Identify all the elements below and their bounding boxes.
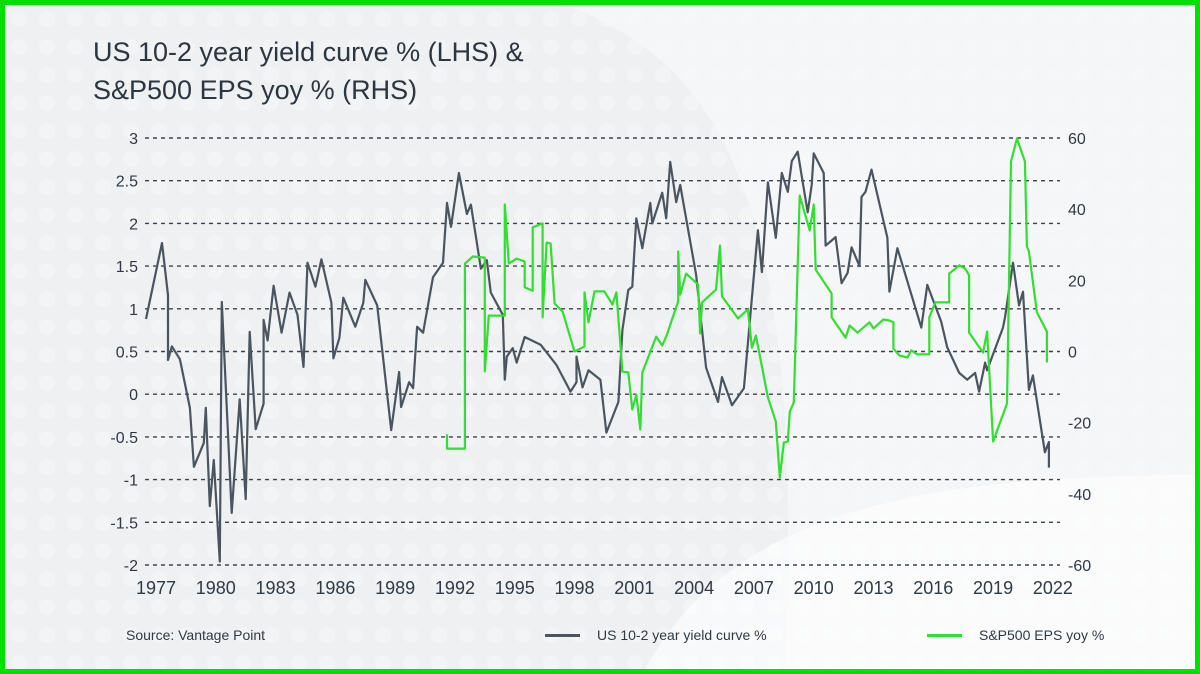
x-tick: 1998 [555,578,595,598]
x-tick: 2016 [913,578,953,598]
x-tick: 1989 [375,578,415,598]
y-tick-right: -40 [1068,487,1091,504]
x-tick: 2001 [614,578,654,598]
x-tick: 1992 [435,578,475,598]
y-tick-right: -20 [1068,416,1091,433]
y-tick-left: -0.5 [110,430,138,447]
chart-title-line-2: S&P500 EPS yoy % (RHS) [93,75,418,105]
y-tick-left: 0 [129,387,138,404]
chart-title: US 10-2 year yield curve % (LHS) & S&P50… [93,33,524,109]
y-tick-left: 1 [129,302,138,319]
x-tick: 2010 [794,578,834,598]
y-axis-right-ticks: 60 40 20 0 -20 -40 -60 [1068,131,1091,575]
y-tick-left: 2.5 [116,174,138,191]
y-tick-left: 0.5 [116,345,138,362]
x-tick: 1977 [136,578,176,598]
x-tick: 1986 [315,578,355,598]
background-decoration [5,5,1195,669]
x-tick: 1980 [196,578,236,598]
y-tick-left: 1.5 [116,259,138,276]
eps-line [445,137,1049,479]
y-tick-right: 0 [1068,345,1077,362]
y-tick-left: 2 [129,216,138,233]
x-tick: 1983 [256,578,296,598]
y-tick-left: -1 [124,473,138,490]
y-tick-right: 60 [1068,131,1086,148]
x-tick: 2007 [734,578,774,598]
yield-curve-line [144,150,1051,563]
x-tick: 1995 [495,578,535,598]
x-tick: 2004 [674,578,714,598]
chart-plot: 3 2.5 2 1.5 1 0.5 0 -0.5 -1 -1.5 -2 60 40 20 0 -20 -40 -… [110,131,1091,598]
x-axis-ticks: 1977 1980 1983 1986 1989 1992 1995 1998 2001 2004… [136,578,1073,598]
y-tick-left: -1.5 [110,515,138,532]
legend-swatch-eps [927,633,962,637]
y-axis-left-ticks: 3 2.5 2 1.5 1 0.5 0 -0.5 -1 -1.5 -2 [110,131,138,575]
legend-label-eps: S&P500 EPS yoy % [979,627,1105,643]
y-tick-left: -2 [124,558,138,575]
source-note: Source: Vantage Point [126,627,266,643]
y-tick-right: 20 [1068,273,1086,290]
y-tick-right: -60 [1068,558,1091,575]
y-tick-left: 3 [129,131,138,148]
x-tick: 2022 [1033,578,1073,598]
y-tick-right: 40 [1068,202,1086,219]
x-tick: 2019 [973,578,1013,598]
series-group [144,137,1051,563]
legend-label-yield-curve: US 10-2 year yield curve % [597,627,767,643]
legend-swatch-yield-curve [545,633,580,637]
gridlines [145,137,1060,566]
x-tick: 2013 [853,578,893,598]
legend-item-eps: S&P500 EPS yoy % [927,627,1104,643]
chart-title-line-1: US 10-2 year yield curve % (LHS) & [93,37,524,67]
legend-item-yield-curve: US 10-2 year yield curve % [545,627,767,643]
